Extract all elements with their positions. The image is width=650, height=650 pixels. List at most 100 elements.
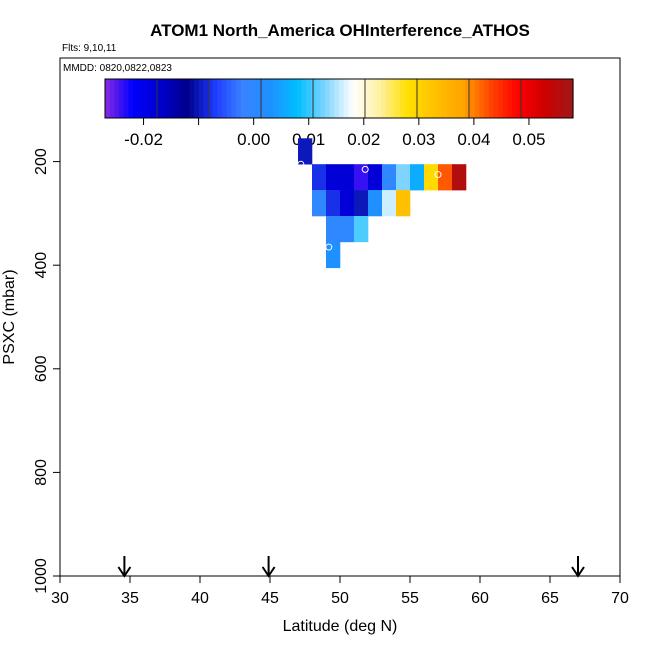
point-marker <box>434 171 442 179</box>
point-marker <box>361 165 369 173</box>
colorbar-segment <box>189 79 195 118</box>
colorbar-segment <box>348 79 354 118</box>
colorbar-segment <box>320 79 326 118</box>
latitude-arrows <box>117 556 585 578</box>
heatmap-cell <box>298 138 313 165</box>
point-marker <box>325 243 333 251</box>
colorbar-tick-label: 0.05 <box>512 130 545 149</box>
point-marker <box>297 160 305 168</box>
colorbar-segment <box>437 79 443 118</box>
x-tick-label: 65 <box>541 590 559 607</box>
heatmap-cell <box>354 164 369 191</box>
x-tick-label: 60 <box>471 590 489 607</box>
y-tick-label: 200 <box>33 148 50 175</box>
colorbar-tick-label: 0.04 <box>457 130 490 149</box>
colorbar-segment <box>123 79 129 118</box>
x-tick-label: 55 <box>401 590 419 607</box>
colorbar-segment <box>353 79 359 118</box>
latitude-arrow <box>571 556 585 578</box>
colorbar-segment <box>114 79 120 118</box>
colorbar-segment <box>310 79 317 118</box>
chart-title: ATOM1 North_America OHInterference_ATHOS <box>150 21 530 40</box>
latitude-arrow <box>261 556 276 578</box>
colorbar-segment <box>493 79 499 118</box>
colorbar-segment <box>254 79 261 118</box>
heatmap-cells <box>298 138 467 269</box>
colorbar-segment <box>343 79 349 118</box>
heatmap-cell <box>438 164 453 191</box>
heatmap-cell <box>326 241 341 269</box>
heatmap-cell <box>340 164 355 191</box>
colorbar-segment <box>544 79 551 118</box>
colorbar: -0.020.000.010.020.030.040.05 <box>104 78 574 149</box>
heatmap-cell <box>312 190 327 217</box>
y-tick-label: 600 <box>33 355 50 382</box>
colorbar-segment <box>287 79 293 118</box>
latitude-arrow <box>117 556 132 578</box>
colorbar-segment <box>301 79 307 118</box>
heatmap-cell <box>368 164 383 191</box>
heatmap-cell <box>410 164 425 191</box>
colorbar-segment <box>446 79 452 118</box>
colorbar-segment <box>558 79 565 118</box>
colorbar-segment <box>184 79 190 118</box>
colorbar-segment <box>264 79 270 118</box>
colorbar-segment <box>329 79 335 118</box>
colorbar-segment <box>516 79 523 118</box>
colorbar-segment <box>460 79 466 118</box>
colorbar-segment <box>470 79 476 118</box>
colorbar-segment <box>296 79 303 118</box>
colorbar-segment <box>484 79 490 118</box>
colorbar-segment <box>278 79 284 118</box>
colorbar-segment <box>563 79 569 118</box>
heatmap-cell <box>354 190 369 217</box>
heatmap-cell <box>326 164 341 191</box>
colorbar-segment <box>119 79 125 118</box>
colorbar-segment <box>554 79 560 118</box>
x-tick-label: 35 <box>121 590 139 607</box>
x-tick-label: 30 <box>51 590 69 607</box>
colorbar-segment <box>250 79 256 118</box>
colorbar-segment <box>507 79 513 118</box>
colorbar-segment <box>306 79 312 118</box>
colorbar-segment <box>479 79 485 118</box>
colorbar-segment <box>324 79 331 118</box>
colorbar-segment <box>165 79 172 118</box>
heatmap-cell <box>340 190 355 217</box>
colorbar-segment <box>231 79 237 118</box>
colorbar-segment <box>170 79 176 118</box>
colorbar-segment <box>432 79 438 118</box>
heatmap-cell <box>368 190 383 217</box>
colorbar-segment <box>273 79 279 118</box>
x-axis: 30 35 40 45 50 55 60 65 70 <box>51 576 629 607</box>
colorbar-segment <box>465 79 471 118</box>
x-tick-label: 45 <box>261 590 279 607</box>
colorbar-segment <box>474 79 480 118</box>
colorbar-segment <box>315 79 321 118</box>
heatmap-cell <box>382 190 397 217</box>
colorbar-segment <box>193 79 200 118</box>
colorbar-segment <box>292 79 298 118</box>
flights-note: Flts: 9,10,11 <box>62 43 117 54</box>
y-axis-label: PSXC (mbar) <box>1 269 18 364</box>
x-axis-label: Latitude (deg N) <box>283 618 398 635</box>
heatmap-cell <box>326 190 341 217</box>
colorbar-segment <box>395 79 401 118</box>
heatmap-cell <box>354 215 369 243</box>
colorbar-segment <box>526 79 532 118</box>
colorbar-segment <box>222 79 228 118</box>
colorbar-frame <box>104 78 574 119</box>
colorbar-segment <box>376 79 382 118</box>
colorbar-tick-label: 0.00 <box>237 130 270 149</box>
y-axis: 200 400 600 800 1000 <box>33 148 60 594</box>
colorbar-segment <box>198 79 204 118</box>
colorbar-segment <box>385 79 392 118</box>
colorbar-segment <box>381 79 387 118</box>
x-tick-label: 40 <box>191 590 209 607</box>
colorbar-segment <box>390 79 396 118</box>
colorbar-segment <box>236 79 242 118</box>
colorbar-tick-label: 0.02 <box>347 130 380 149</box>
heatmap-cell <box>312 164 327 191</box>
colorbar-tick-label: -0.02 <box>124 130 163 149</box>
colorbar-segment <box>535 79 541 118</box>
